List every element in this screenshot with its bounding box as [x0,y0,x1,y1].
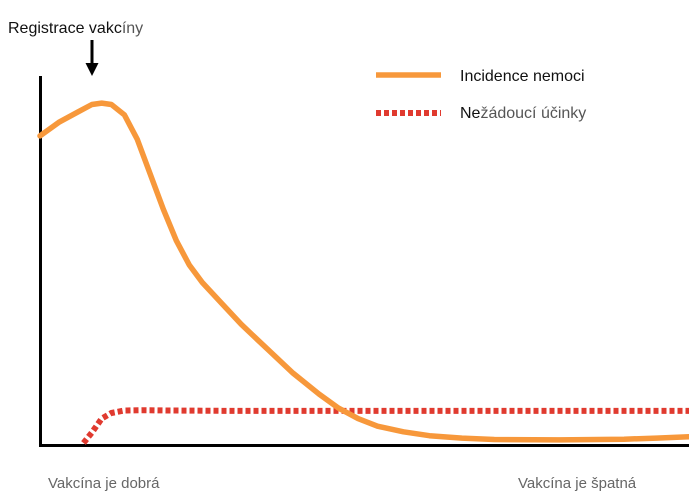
x-label-left: Vakcína je dobrá [48,475,160,492]
legend-label-adverse: Nežádoucí účinky [460,105,586,122]
series-line-disease-incidence [37,100,689,443]
registration-annotation: Registrace vakcíny [8,20,143,37]
legend: Incidence nemoci Nežádoucí účinky [376,68,586,122]
legend-label-incidence: Incidence nemoci [460,68,585,85]
series-line-adverse-effects [81,407,689,445]
x-label-right: Vakcína je špatná [518,475,637,492]
down-arrow-icon [85,40,99,76]
